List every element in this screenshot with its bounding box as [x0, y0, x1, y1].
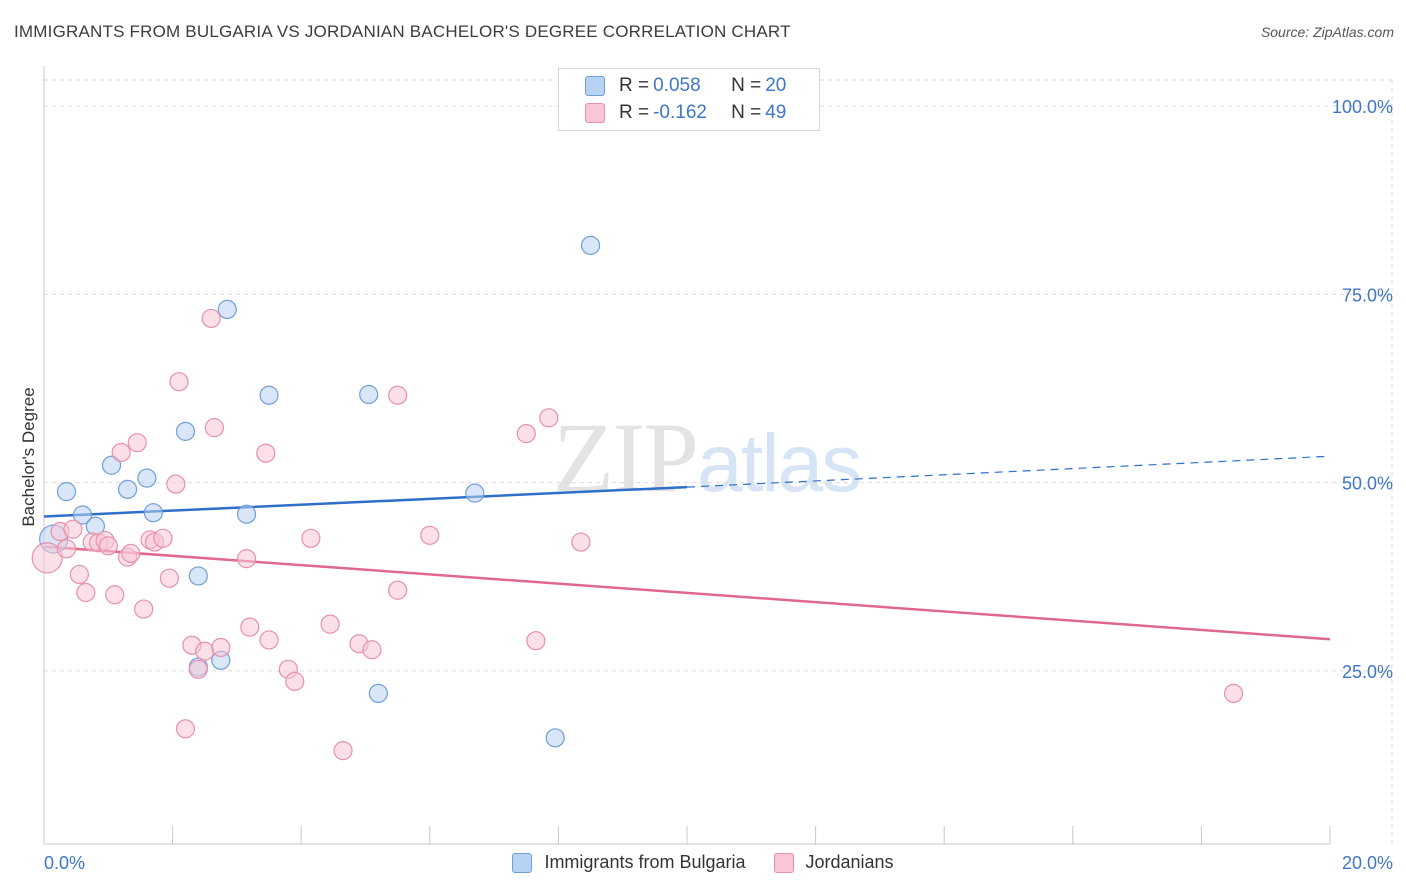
point-jordanians — [63, 519, 83, 539]
series-label: Jordanians — [805, 852, 894, 872]
point-jordanians — [201, 308, 221, 329]
watermark-atlas: atlas — [697, 418, 862, 509]
point-jordanians — [195, 641, 215, 661]
watermark-zip: ZIP — [553, 402, 699, 513]
point-jordanians — [105, 585, 125, 605]
point-bulgaria — [545, 728, 565, 748]
y-axis-label: Bachelor's Degree — [19, 387, 38, 526]
point-jordanians — [571, 532, 591, 552]
grid-layer — [44, 79, 1393, 844]
point-jordanians — [175, 719, 196, 739]
source-label: Source: ZipAtlas.com — [1260, 24, 1394, 40]
legend-row-jordanians: R = -0.162 N = 49 — [585, 101, 786, 125]
legend-r-label: R = — [619, 75, 650, 96]
y-tick-label: 75.0% — [1342, 285, 1393, 305]
legend-n-value: 20 — [765, 75, 787, 96]
point-bulgaria — [101, 455, 122, 475]
point-bulgaria — [72, 505, 93, 525]
stats-legend: R = 0.058 N = 20 R = -0.162 N = 49 — [558, 68, 820, 131]
trend-layer — [43, 455, 1331, 641]
legend-n-value: 49 — [765, 102, 787, 123]
y-tick-label: 25.0% — [1342, 662, 1393, 682]
point-jordanians — [259, 630, 279, 650]
watermark: ZIPatlas — [553, 400, 862, 515]
trend-line-jordanians — [43, 545, 1331, 641]
point-bulgaria — [56, 482, 77, 502]
point-jordanians — [256, 443, 276, 463]
point-jordanians — [153, 528, 173, 548]
point-jordanians — [236, 549, 257, 569]
point-jordanians — [127, 433, 147, 453]
point-jordanians — [111, 442, 131, 463]
point-bulgaria — [117, 479, 138, 499]
point-bulgaria — [580, 235, 601, 256]
point-jordanians — [301, 528, 321, 548]
point-jordanians — [420, 525, 440, 545]
point-jordanians — [188, 659, 208, 679]
point-jordanians — [388, 385, 408, 405]
legend-n-label: N = — [731, 75, 762, 96]
axis-layer — [43, 66, 1331, 845]
legend-r-label: R = — [619, 102, 650, 123]
point-jordanians — [56, 539, 77, 559]
point-jordanians — [76, 582, 96, 603]
legend-swatch-pink — [585, 103, 605, 123]
point-jordanians — [320, 614, 340, 634]
point-jordanians — [204, 418, 224, 438]
point-bulgaria — [175, 421, 196, 441]
point-jordanians — [159, 568, 179, 588]
point-jordanians — [169, 372, 189, 392]
point-jordanians — [166, 474, 186, 494]
point-jordanians — [285, 671, 305, 691]
x-tick-label: 0.0% — [44, 853, 85, 873]
point-jordanians — [98, 536, 118, 556]
y-tick-label: 50.0% — [1342, 474, 1393, 494]
points-layer — [31, 235, 1244, 761]
point-jordanians — [240, 617, 260, 637]
point-bulgaria — [359, 384, 379, 405]
point-bulgaria — [465, 483, 485, 503]
label-layer: 25.0% 50.0% 75.0% 100.0% 0.0% 20.0% Bachelor's… — [19, 97, 1393, 873]
chart-title: IMMIGRANTS FROM BULGARIA VS JORDANIAN BA… — [14, 22, 791, 41]
point-jordanians — [31, 542, 63, 574]
series-legend-bulgaria: Immigrants from Bulgaria — [512, 852, 746, 873]
point-bulgaria — [137, 468, 157, 488]
point-jordanians — [388, 580, 408, 600]
point-jordanians — [1223, 683, 1244, 704]
y-tick-label: 100.0% — [1332, 97, 1393, 117]
point-jordanians — [526, 631, 546, 651]
series-legend: Immigrants from Bulgaria Jordanians — [0, 852, 1406, 873]
point-bulgaria — [236, 504, 257, 524]
series-swatch-pink — [773, 852, 794, 873]
point-bulgaria — [188, 566, 208, 586]
point-jordanians — [362, 640, 382, 660]
legend-row-bulgaria: R = 0.058 N = 20 — [585, 74, 786, 98]
legend-r-value: 0.058 — [653, 75, 701, 96]
point-jordanians — [134, 599, 154, 619]
point-bulgaria — [143, 503, 163, 523]
legend-r-value: -0.162 — [653, 102, 707, 123]
point-jordanians — [69, 564, 89, 585]
point-jordanians — [516, 424, 536, 444]
series-swatch-blue — [512, 852, 533, 873]
point-bulgaria — [217, 299, 237, 320]
series-legend-jordanians: Jordanians — [773, 852, 894, 873]
trend-line-bulgaria — [43, 485, 688, 518]
legend-swatch-blue — [585, 76, 605, 96]
point-jordanians — [333, 741, 353, 761]
legend-n-label: N = — [731, 102, 762, 123]
series-label: Immigrants from Bulgaria — [544, 852, 746, 872]
trend-line-bulgaria-extrapolated — [686, 455, 1331, 488]
point-bulgaria — [368, 683, 388, 704]
point-bulgaria — [259, 385, 279, 405]
point-jordanians — [121, 543, 141, 563]
point-jordanians — [211, 637, 231, 658]
point-jordanians — [539, 408, 559, 428]
x-tick-label: 20.0% — [1342, 853, 1393, 873]
